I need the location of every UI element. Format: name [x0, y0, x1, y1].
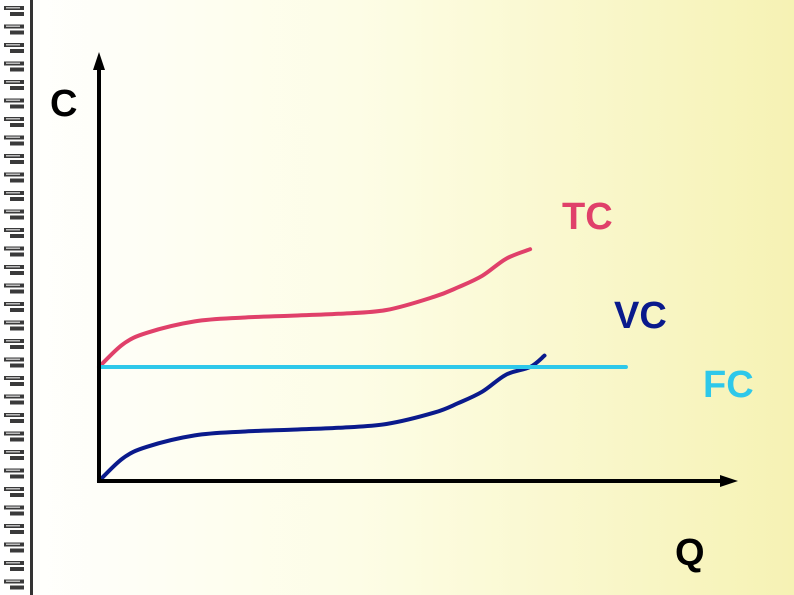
binding-ring [4, 431, 24, 442]
binding-ring [4, 283, 24, 294]
series-label-vc: VC [614, 295, 667, 337]
binding-ring [4, 505, 24, 516]
binding-ring [4, 43, 24, 53]
binding-ring [4, 24, 24, 35]
binding-ring [4, 117, 24, 127]
binding-ring [4, 487, 24, 497]
binding-ring [4, 579, 24, 590]
binding-ring [4, 394, 24, 405]
series-layer [97, 247, 628, 483]
binding-ring [4, 135, 24, 146]
binding-ring [4, 302, 24, 312]
y-axis-arrow [93, 52, 105, 70]
binding-ring [4, 154, 24, 164]
binding-ring [4, 172, 24, 183]
binding-ring [4, 6, 24, 16]
y-axis-label: C [50, 83, 77, 125]
binding-ring [4, 228, 24, 238]
binding-spine [30, 0, 33, 595]
binding-ring [4, 413, 24, 423]
notebook-spiral-binding [4, 0, 33, 595]
binding-ring [4, 339, 24, 349]
series-line-tc [97, 247, 533, 369]
axes [93, 52, 738, 487]
x-axis-arrow [720, 475, 738, 487]
series-line-vc [97, 353, 547, 483]
binding-ring [4, 246, 24, 257]
binding-ring [4, 265, 24, 275]
binding-ring [4, 542, 24, 553]
series-label-fc: FC [703, 364, 754, 406]
series-label-tc: TC [562, 196, 613, 238]
binding-ring [4, 357, 24, 368]
binding-ring [4, 524, 24, 534]
binding-ring [4, 80, 24, 90]
binding-ring [4, 468, 24, 479]
x-axis-label: Q [675, 532, 705, 574]
binding-ring [4, 320, 24, 331]
binding-ring [4, 376, 24, 386]
binding-ring [4, 61, 24, 72]
binding-ring [4, 191, 24, 201]
binding-ring [4, 561, 24, 571]
binding-ring [4, 98, 24, 109]
binding-ring [4, 450, 24, 460]
binding-ring [4, 209, 24, 220]
